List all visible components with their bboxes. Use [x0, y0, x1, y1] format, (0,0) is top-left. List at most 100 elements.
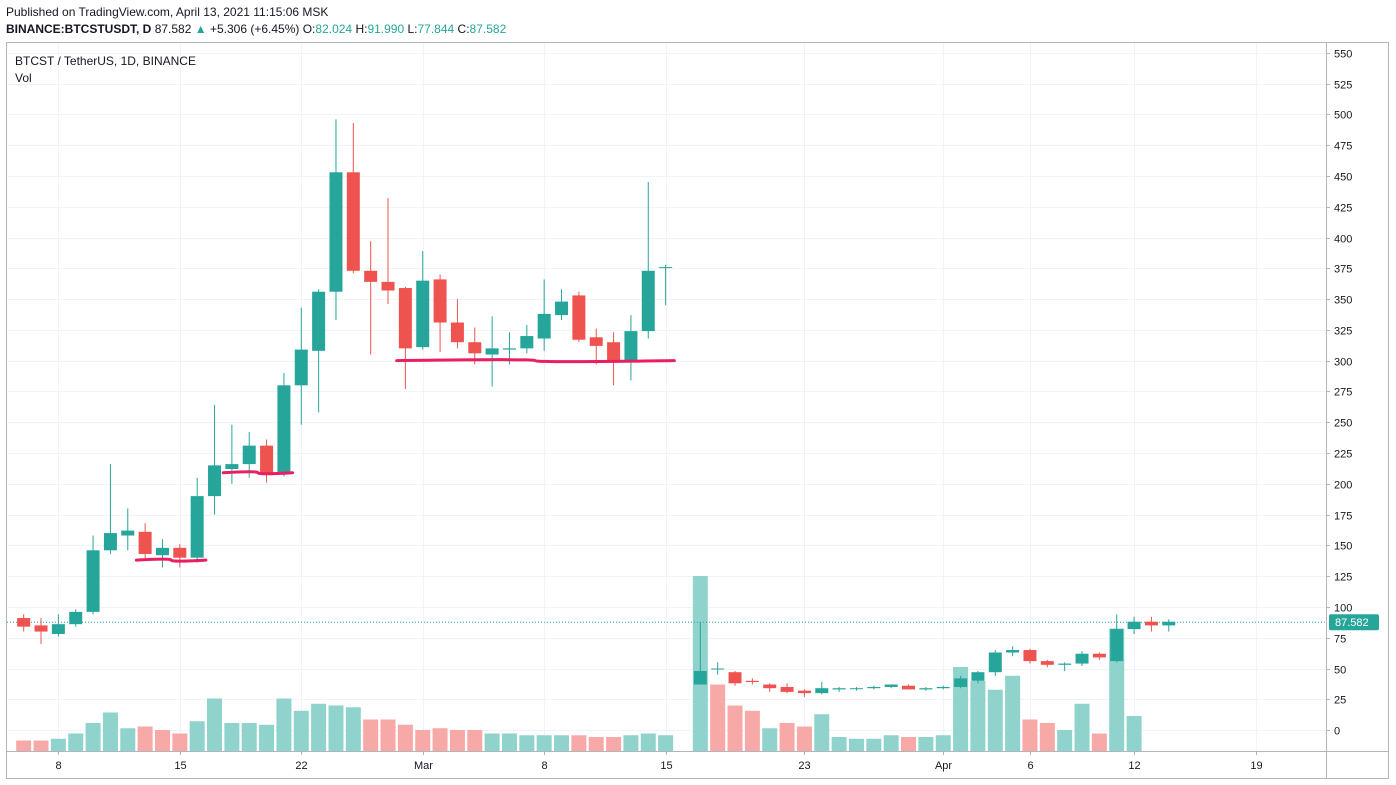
last-price-tag-bg — [1329, 614, 1379, 631]
change-arrow-icon: ▲ — [194, 22, 207, 36]
price-tick-label: 300 — [1334, 357, 1352, 369]
candle-body — [919, 688, 933, 690]
price-tick-label: 400 — [1334, 234, 1352, 246]
candle-body — [450, 322, 464, 343]
volume-bar — [380, 719, 396, 751]
time-tick-label: 12 — [1128, 760, 1140, 772]
time-tick-label: 23 — [798, 760, 810, 772]
candle-body — [728, 672, 742, 684]
candle-body — [17, 618, 31, 627]
volume-bar — [102, 712, 118, 751]
candle-body — [1040, 661, 1054, 665]
candle-body — [589, 337, 603, 346]
volume-bar — [640, 733, 656, 751]
volume-bar — [831, 737, 847, 751]
candle-body — [884, 684, 898, 687]
candle-body — [641, 270, 655, 332]
open-value: 82.024 — [315, 22, 353, 36]
time-tick-label: 22 — [295, 760, 307, 772]
volume-bar — [16, 740, 32, 751]
time-tick-label: 8 — [541, 760, 547, 772]
volume-bar — [1126, 716, 1142, 751]
candle-body — [815, 688, 829, 694]
time-tick-label: Apr — [935, 760, 952, 772]
legend-symbol: BTCST / TetherUS, 1D, BINANCE — [15, 54, 196, 68]
candle-body — [971, 672, 985, 681]
candle-body — [763, 684, 777, 689]
candle-body — [988, 652, 1002, 673]
candle-body — [849, 688, 863, 690]
price-axis: 5505255004754504254003753503253002752502… — [1326, 49, 1352, 738]
price-change: +5.306 (+6.45%) — [209, 22, 300, 36]
volume-bar — [814, 714, 830, 751]
candles — [17, 119, 1176, 697]
volume-bar — [363, 719, 379, 751]
volume-bar — [623, 735, 639, 751]
time-tick-label: 8 — [55, 760, 61, 772]
price-tick-label: 450 — [1334, 172, 1352, 184]
candle-body — [1075, 653, 1089, 664]
candle-body — [1058, 663, 1072, 665]
support-line — [395, 358, 676, 364]
price-tick-label: 0 — [1334, 726, 1340, 738]
candle-body — [86, 550, 100, 612]
price-tick-label: 550 — [1334, 49, 1352, 61]
price-tick-label: 75 — [1334, 634, 1346, 646]
candle-body — [537, 313, 551, 339]
time-tick-label: 15 — [660, 760, 672, 772]
volume-bar — [328, 705, 344, 751]
price-tick-label: 325 — [1334, 326, 1352, 338]
close-value: 87.582 — [469, 22, 507, 36]
price-tick-label: 275 — [1334, 387, 1352, 399]
candle-body — [555, 301, 569, 316]
candle-body — [155, 547, 169, 556]
candle-body — [797, 690, 811, 694]
candle-body — [867, 686, 881, 689]
candle-body — [485, 348, 499, 355]
volume-bar — [172, 733, 188, 751]
price-tick-label: 375 — [1334, 264, 1352, 276]
candle-body — [468, 342, 482, 354]
candle-body — [1006, 650, 1020, 653]
candle-body — [502, 348, 516, 350]
volume-bar — [484, 733, 500, 751]
volume-bar — [224, 723, 240, 751]
volume-bar — [85, 723, 101, 751]
candle-body — [294, 349, 308, 386]
volume-bar — [1039, 723, 1055, 751]
last-price-tag-text: 87.582 — [1335, 617, 1369, 629]
price-tick-label: 250 — [1334, 418, 1352, 430]
candle-body — [1162, 621, 1176, 626]
price-tick-label: 475 — [1334, 141, 1352, 153]
candle-body — [1092, 653, 1106, 658]
volume-bar — [50, 738, 66, 751]
price-tick-label: 125 — [1334, 572, 1352, 584]
volume-bar — [1057, 730, 1073, 751]
volume-bar — [901, 737, 917, 751]
volume-bar — [311, 703, 327, 751]
candle-body — [832, 688, 846, 690]
volume-bar — [241, 723, 257, 751]
volume-bar — [762, 728, 778, 751]
candle-body — [416, 280, 430, 348]
volume-bar — [779, 723, 795, 751]
candle-body — [1023, 650, 1037, 662]
time-tick-label: 6 — [1027, 760, 1033, 772]
candle-body — [572, 295, 586, 340]
volume-bar — [397, 724, 413, 751]
volume-bars — [16, 576, 1142, 751]
published-line: Published on TradingView.com, April 13, … — [6, 5, 329, 19]
price-tick-label: 100 — [1334, 603, 1352, 615]
candle-body — [607, 342, 621, 361]
volume-bar — [501, 733, 517, 751]
time-axis: 8 15 22 Mar 8 15 23 Apr 6 12 19 — [55, 751, 1263, 772]
volume-bar — [207, 698, 223, 751]
price-tick-label: 225 — [1334, 449, 1352, 461]
candle-body — [346, 172, 360, 271]
volume-bar — [935, 735, 951, 751]
candle-body — [34, 625, 48, 632]
price-tick-label: 25 — [1334, 695, 1346, 707]
candle-body — [433, 279, 447, 323]
volume-bar — [918, 737, 934, 751]
